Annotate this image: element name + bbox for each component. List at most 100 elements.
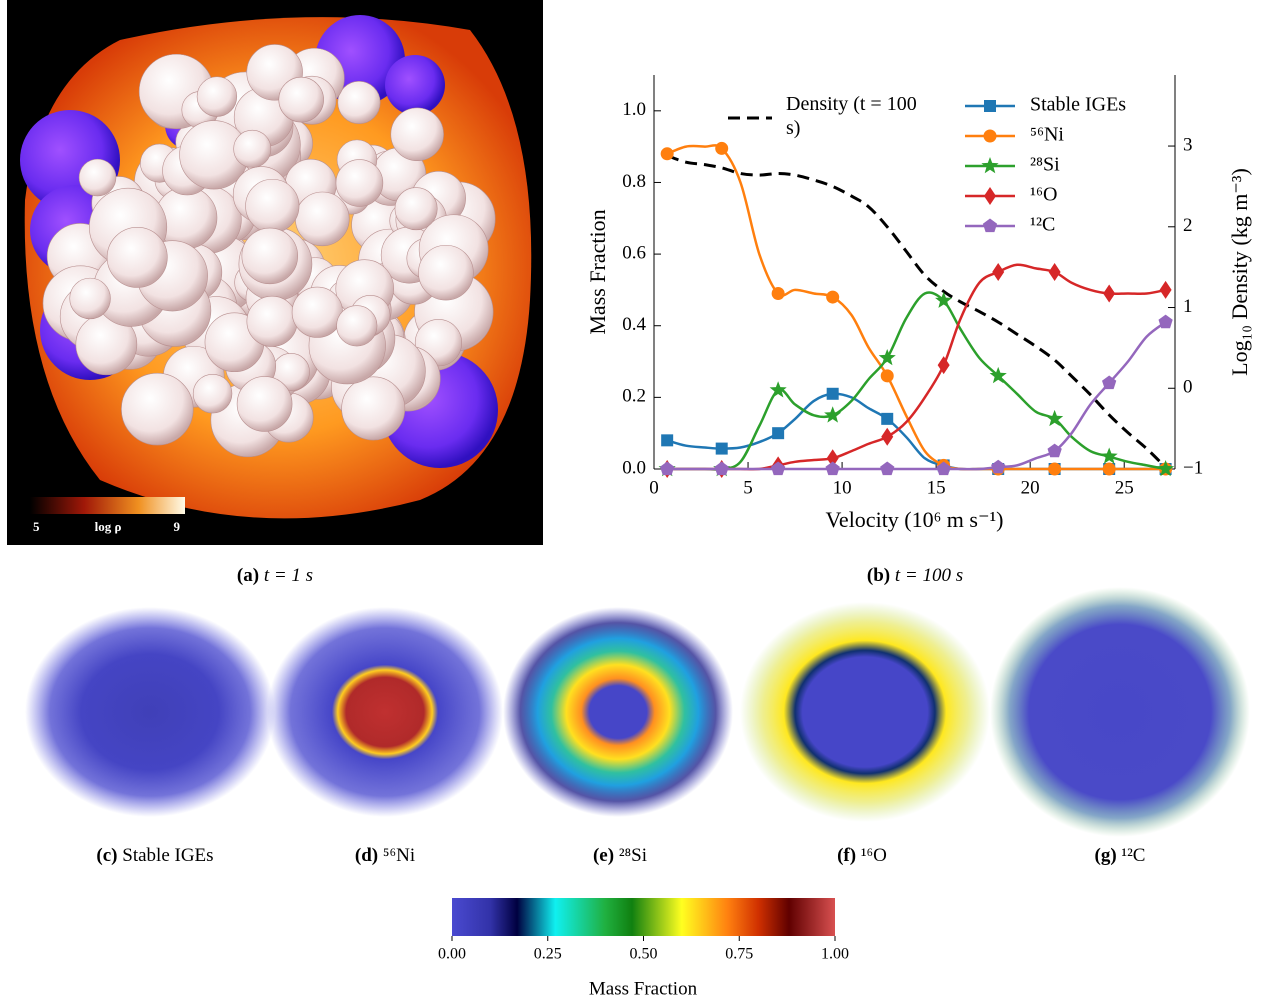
- colorbar-tick-label: 0.25: [534, 946, 562, 963]
- cloud-lobe: [295, 192, 349, 246]
- caption-label: (a): [237, 565, 259, 586]
- x-tick-label: 15: [927, 477, 946, 498]
- marker: [991, 460, 1005, 474]
- marker: [715, 462, 729, 476]
- caption-g: (g) ¹²C: [1095, 845, 1146, 866]
- marker: [880, 462, 894, 476]
- y2-tick-label: 0: [1183, 377, 1193, 398]
- colorbar-tick-label: 0.00: [438, 946, 466, 963]
- y-tick-label: 1.0: [622, 99, 646, 120]
- legend-label: ²⁸Si: [1030, 154, 1060, 176]
- abundance-maps: [25, 587, 1250, 837]
- colorbar-tick-label: 0.75: [725, 946, 753, 963]
- marker: [881, 413, 893, 425]
- y-tick-label: 0.4: [622, 314, 646, 335]
- caption-e: (e) ²⁸Si: [593, 845, 647, 866]
- cloud-lobe: [197, 77, 237, 117]
- cloud-lobe: [237, 376, 292, 431]
- marker: [661, 147, 674, 160]
- marker: [1101, 448, 1118, 464]
- panel-a: 5 log ρ 9: [7, 0, 543, 545]
- caption-label: (b): [867, 565, 890, 586]
- legend-label: Density (t = 100 s): [786, 92, 926, 140]
- colorbar-tick-label: 1.00: [821, 946, 849, 963]
- caption-text: Stable IGEs: [122, 845, 213, 866]
- map-stable-iges: [25, 607, 275, 817]
- marker: [881, 428, 893, 446]
- marker: [1103, 284, 1115, 302]
- x-axis-label: Velocity (10⁶ m s⁻¹): [825, 507, 1003, 532]
- caption-b: (b) t = 100 s: [867, 565, 963, 586]
- caption-text: ⁵⁶Ni: [383, 845, 415, 866]
- caption-d: (d) ⁵⁶Ni: [355, 845, 415, 866]
- series-line: [667, 293, 1165, 470]
- caption-label: (c): [96, 845, 117, 866]
- caption-a: (a) t = 1 s: [237, 565, 313, 586]
- marker: [660, 462, 674, 476]
- caption-label: (d): [355, 845, 378, 866]
- cloud-lobe: [121, 373, 193, 445]
- legend-marker: [981, 157, 998, 173]
- caption-label: (g): [1095, 845, 1117, 866]
- map-si28: [503, 607, 733, 817]
- legend-marker: [983, 219, 997, 233]
- rho-max-label: 9: [174, 519, 181, 534]
- map-ni56: [267, 607, 503, 817]
- violet-cap: [385, 55, 445, 115]
- caption-text: ¹²C: [1121, 845, 1145, 866]
- marker: [827, 388, 839, 400]
- cloud-lobe: [234, 130, 271, 167]
- cloud-lobe: [70, 278, 111, 319]
- series-line: [667, 145, 1165, 469]
- marker: [826, 291, 839, 304]
- y-tick-label: 0.8: [622, 171, 646, 192]
- cloud-lobe: [193, 374, 232, 413]
- x-tick-label: 25: [1115, 477, 1134, 498]
- cloud-lobe: [391, 108, 444, 161]
- caption-text: t = 1 s: [264, 565, 313, 586]
- marker: [715, 142, 728, 155]
- series-line: [667, 156, 1165, 468]
- marker: [1103, 463, 1116, 476]
- y2-axis-label: Log₁₀ Density (kg m⁻³): [1227, 168, 1252, 376]
- y-tick-label: 0.6: [622, 242, 646, 263]
- caption-f: (f) ¹⁶O: [837, 845, 887, 866]
- marker: [770, 381, 787, 397]
- legend-marker: [984, 187, 996, 205]
- map-c12: [990, 587, 1250, 837]
- legend-label: ¹⁶O: [1030, 184, 1057, 206]
- y-axis-label: Mass Fraction: [585, 209, 610, 334]
- marker: [772, 287, 785, 300]
- marker: [1048, 463, 1061, 476]
- colorbar-label: Mass Fraction: [589, 978, 698, 999]
- cloud-lobe: [246, 179, 299, 232]
- y-tick-label: 0.2: [622, 386, 646, 407]
- x-tick-label: 10: [833, 477, 852, 498]
- marker: [879, 349, 896, 365]
- legend-label: ⁵⁶Ni: [1030, 124, 1064, 146]
- caption-text: ¹⁶O: [861, 845, 887, 866]
- x-tick-label: 0: [649, 477, 659, 498]
- cloud-lobe: [336, 160, 383, 207]
- cloud-lobe: [338, 81, 380, 123]
- caption-c: (c) Stable IGEs: [96, 845, 213, 866]
- marker: [772, 427, 784, 439]
- cloud-lobe: [342, 377, 405, 440]
- legend-label: Stable IGEs: [1030, 94, 1126, 116]
- rho-label: log ρ: [95, 519, 122, 534]
- marker: [881, 369, 894, 382]
- cloud-lobe: [247, 296, 297, 346]
- rho-min-label: 5: [33, 519, 40, 534]
- cloud-lobe: [395, 188, 437, 230]
- caption-label: (f): [837, 845, 856, 866]
- figure: 5 log ρ 9 (a) t = 1 s (b) t = 100 s (c) …: [0, 0, 1265, 1003]
- legend-marker: [984, 130, 997, 143]
- cloud-lobe: [79, 159, 116, 196]
- marker: [1049, 263, 1061, 281]
- legend-label: ¹²C: [1030, 214, 1055, 236]
- y2-tick-label: 2: [1183, 215, 1193, 236]
- y2-tick-label: −1: [1183, 457, 1203, 478]
- x-tick-label: 5: [743, 477, 753, 498]
- rho-colorbar: [30, 497, 185, 514]
